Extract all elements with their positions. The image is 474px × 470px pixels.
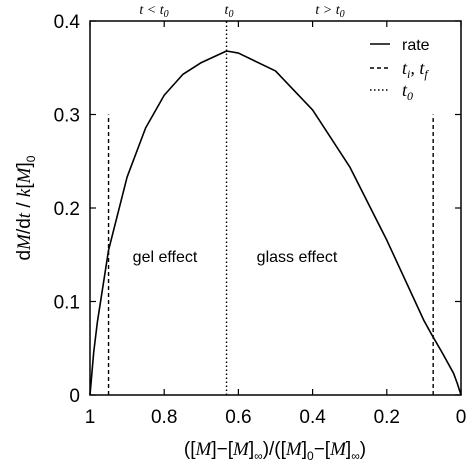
top-annotation-before: t < t0 xyxy=(139,3,168,20)
x-tick-label: 0.4 xyxy=(299,407,326,428)
top-annotation-t0: t0 xyxy=(225,3,234,20)
legend-label-rate: rate xyxy=(402,37,430,54)
x-tick-label: 0.8 xyxy=(151,407,177,428)
top-annotation-after: t > t0 xyxy=(315,3,344,20)
rate-curve xyxy=(89,50,462,396)
axis-ticks: 1 0.8 0.6 0.4 0.2 0 0 0.1 0.2 0.3 0.4 xyxy=(54,12,467,428)
y-tick-label: 0.3 xyxy=(54,106,80,127)
y-tick-label: 0.1 xyxy=(54,293,80,314)
legend: rate ti, tf t0 xyxy=(370,37,430,103)
y-axis-label: dM/dt / k[M]0 xyxy=(14,155,38,260)
gel-effect-label: gel effect xyxy=(133,249,198,266)
x-axis-label: ([M]−[M]∞)/([M]0−[M]∞) xyxy=(184,439,366,463)
chart-marks xyxy=(89,21,462,396)
y-tick-label: 0.2 xyxy=(54,199,80,220)
x-tick-label: 1 xyxy=(85,407,96,428)
x-tick-label: 0 xyxy=(456,407,467,428)
y-tick-label: 0 xyxy=(69,386,80,407)
glass-effect-label: glass effect xyxy=(257,249,338,266)
x-tick-label: 0.6 xyxy=(225,407,251,428)
legend-label-ti-tf: ti, tf xyxy=(402,58,429,81)
x-tick-label: 0.2 xyxy=(374,407,400,428)
y-tick-label: 0.4 xyxy=(54,12,81,33)
legend-label-t0: t0 xyxy=(402,80,413,103)
